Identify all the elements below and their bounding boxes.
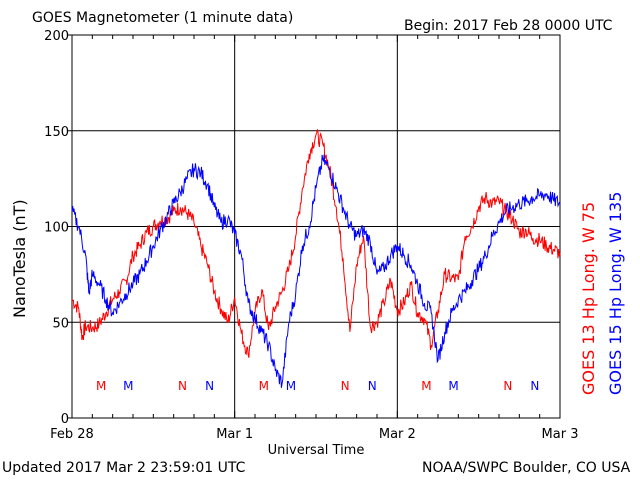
credit-label: NOAA/SWPC Boulder, CO USA [422,460,631,476]
marker-n: N [178,379,187,393]
legend-goes13: GOES 13 Hp Long. W 75 [579,201,598,395]
marker-m: M [123,379,133,393]
x-tick-label: Mar 2 [379,427,416,442]
marker-n: N [341,379,350,393]
x-tick-label: Mar 3 [542,427,579,442]
marker-n: N [368,379,377,393]
series-line-goes13 [71,129,561,358]
marker-n: N [205,379,214,393]
marker-m: M [286,379,296,393]
x-axis-label: Universal Time [268,443,365,458]
y-tick-label: 0 [61,412,69,427]
marker-m: M [96,379,106,393]
updated-timestamp: Updated 2017 Mar 2 23:59:01 UTC [2,460,246,476]
y-tick-label: 150 [44,125,69,140]
y-tick-label: 100 [44,221,69,236]
y-tick-label: 50 [52,316,69,331]
marker-m: M [259,379,269,393]
x-tick-label: Mar 1 [216,427,253,442]
y-axis-label: NanoTesla (nT) [10,199,29,318]
x-tick-label: Feb 28 [50,427,94,442]
chart-title: GOES Magnetometer (1 minute data) [32,10,294,26]
marker-n: N [530,379,539,393]
marker-m: M [448,379,458,393]
begin-label: Begin: 2017 Feb 28 0000 UTC [404,18,613,34]
y-tick-label: 200 [44,29,69,44]
marker-m: M [421,379,431,393]
legend-goes15: GOES 15 Hp Long. W 135 [606,191,625,395]
marker-n: N [503,379,512,393]
series-line-goes15 [71,154,561,388]
